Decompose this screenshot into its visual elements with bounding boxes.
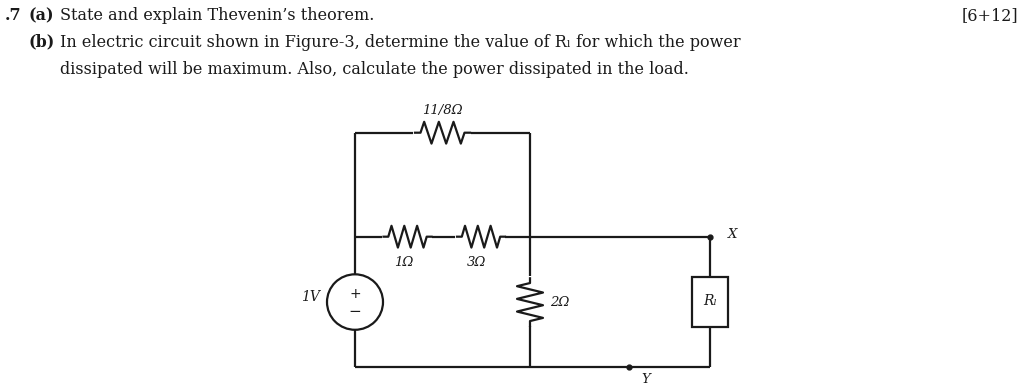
Text: State and explain Thevenin’s theorem.: State and explain Thevenin’s theorem. (60, 7, 375, 24)
Text: X: X (728, 228, 737, 241)
Text: 1V: 1V (301, 290, 319, 304)
Text: In electric circuit shown in Figure-3, determine the value of Rₗ for which the p: In electric circuit shown in Figure-3, d… (60, 34, 740, 51)
Text: .7: .7 (5, 7, 22, 24)
Text: Rₗ: Rₗ (703, 294, 717, 308)
Text: (b): (b) (28, 34, 54, 51)
Text: +: + (349, 287, 360, 301)
Text: 3Ω: 3Ω (467, 256, 486, 268)
Text: 1Ω: 1Ω (394, 256, 414, 268)
Text: (a): (a) (28, 7, 53, 24)
Text: dissipated will be maximum. Also, calculate the power dissipated in the load.: dissipated will be maximum. Also, calcul… (60, 61, 689, 79)
Bar (692, 277, 728, 327)
Text: 2Ω: 2Ω (550, 296, 569, 308)
Text: 11/8Ω: 11/8Ω (422, 104, 463, 117)
Text: [6+12]: [6+12] (962, 7, 1018, 24)
Text: Y: Y (641, 373, 650, 386)
Text: −: − (348, 305, 361, 319)
